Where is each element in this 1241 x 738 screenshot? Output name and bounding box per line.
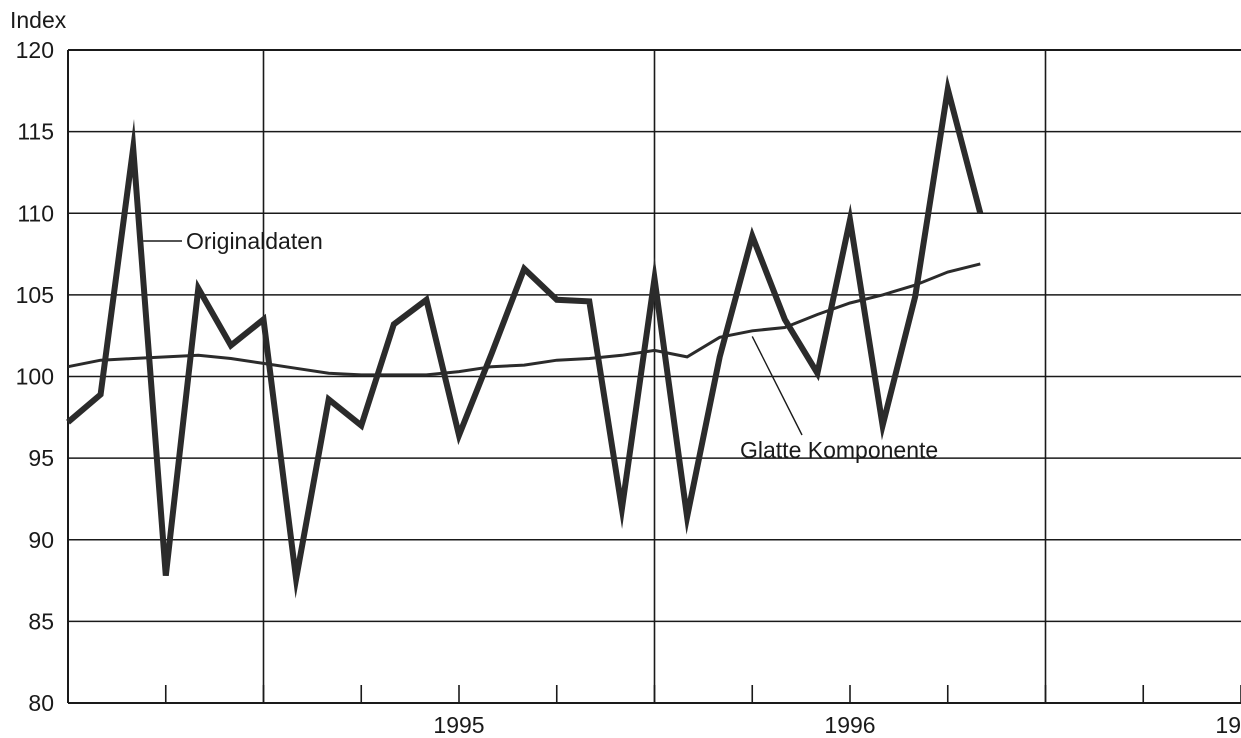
y-tick-label: 105: [16, 282, 54, 308]
x-tick-label: 1996: [824, 712, 875, 738]
y-tick-label: 115: [17, 119, 54, 145]
y-tick-label: 85: [28, 608, 54, 634]
y-axis-title: Index: [10, 7, 67, 33]
series-line-original: [66, 74, 984, 599]
series-lines: [66, 74, 984, 599]
y-tick-label: 80: [28, 690, 54, 716]
annotation-leader: [751, 336, 803, 436]
x-tick-label: 1997: [1215, 712, 1241, 738]
annotation-originaldaten: Originaldaten: [186, 228, 323, 254]
y-tick-label: 95: [28, 445, 54, 471]
y-tick-label: 100: [16, 364, 54, 390]
x-tick-label: 1995: [433, 712, 484, 738]
axis-labels: 80 85 90 95 100 105 110 115 120 1995 1996 1997 Origi…: [16, 37, 1241, 738]
series-line-smooth: [67, 262, 981, 377]
y-tick-label: 110: [17, 200, 54, 226]
y-tick-label: 120: [16, 37, 54, 63]
grid: [67, 49, 1241, 704]
y-tick-label: 90: [28, 527, 54, 553]
annotation-glatte-komponente: Glatte Komponente: [740, 437, 938, 463]
